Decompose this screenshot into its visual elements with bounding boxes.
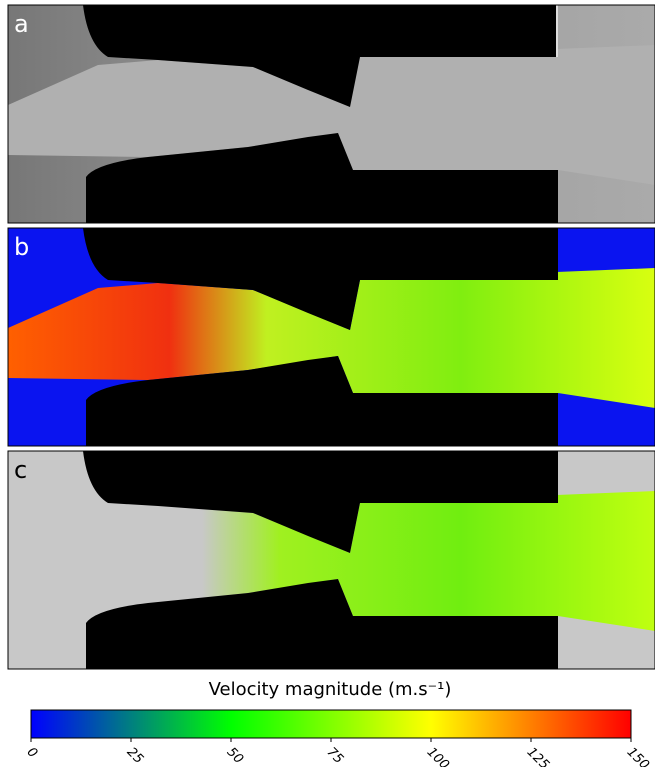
- panel-label: a: [14, 10, 29, 38]
- tick-label: 50: [224, 745, 246, 767]
- tick-label: 100: [424, 745, 452, 767]
- panel-label: c: [14, 456, 27, 484]
- panels: a b c: [8, 5, 655, 669]
- tick-label: 0: [24, 745, 40, 761]
- tick-label: 25: [124, 745, 146, 767]
- colorbar: [31, 710, 631, 738]
- panel: a: [8, 5, 655, 223]
- panel: c: [8, 451, 655, 669]
- tick-label: 75: [324, 745, 346, 767]
- panel-label: b: [14, 233, 29, 261]
- tick-label: 125: [524, 745, 552, 767]
- tick-label: 150: [624, 745, 652, 767]
- figure: a b c Velocity magnitude (m.s⁻¹) 0 25 50 75 10…: [0, 0, 655, 767]
- colorbar-label: Velocity magnitude (m.s⁻¹): [209, 679, 452, 700]
- panel: b: [8, 228, 655, 446]
